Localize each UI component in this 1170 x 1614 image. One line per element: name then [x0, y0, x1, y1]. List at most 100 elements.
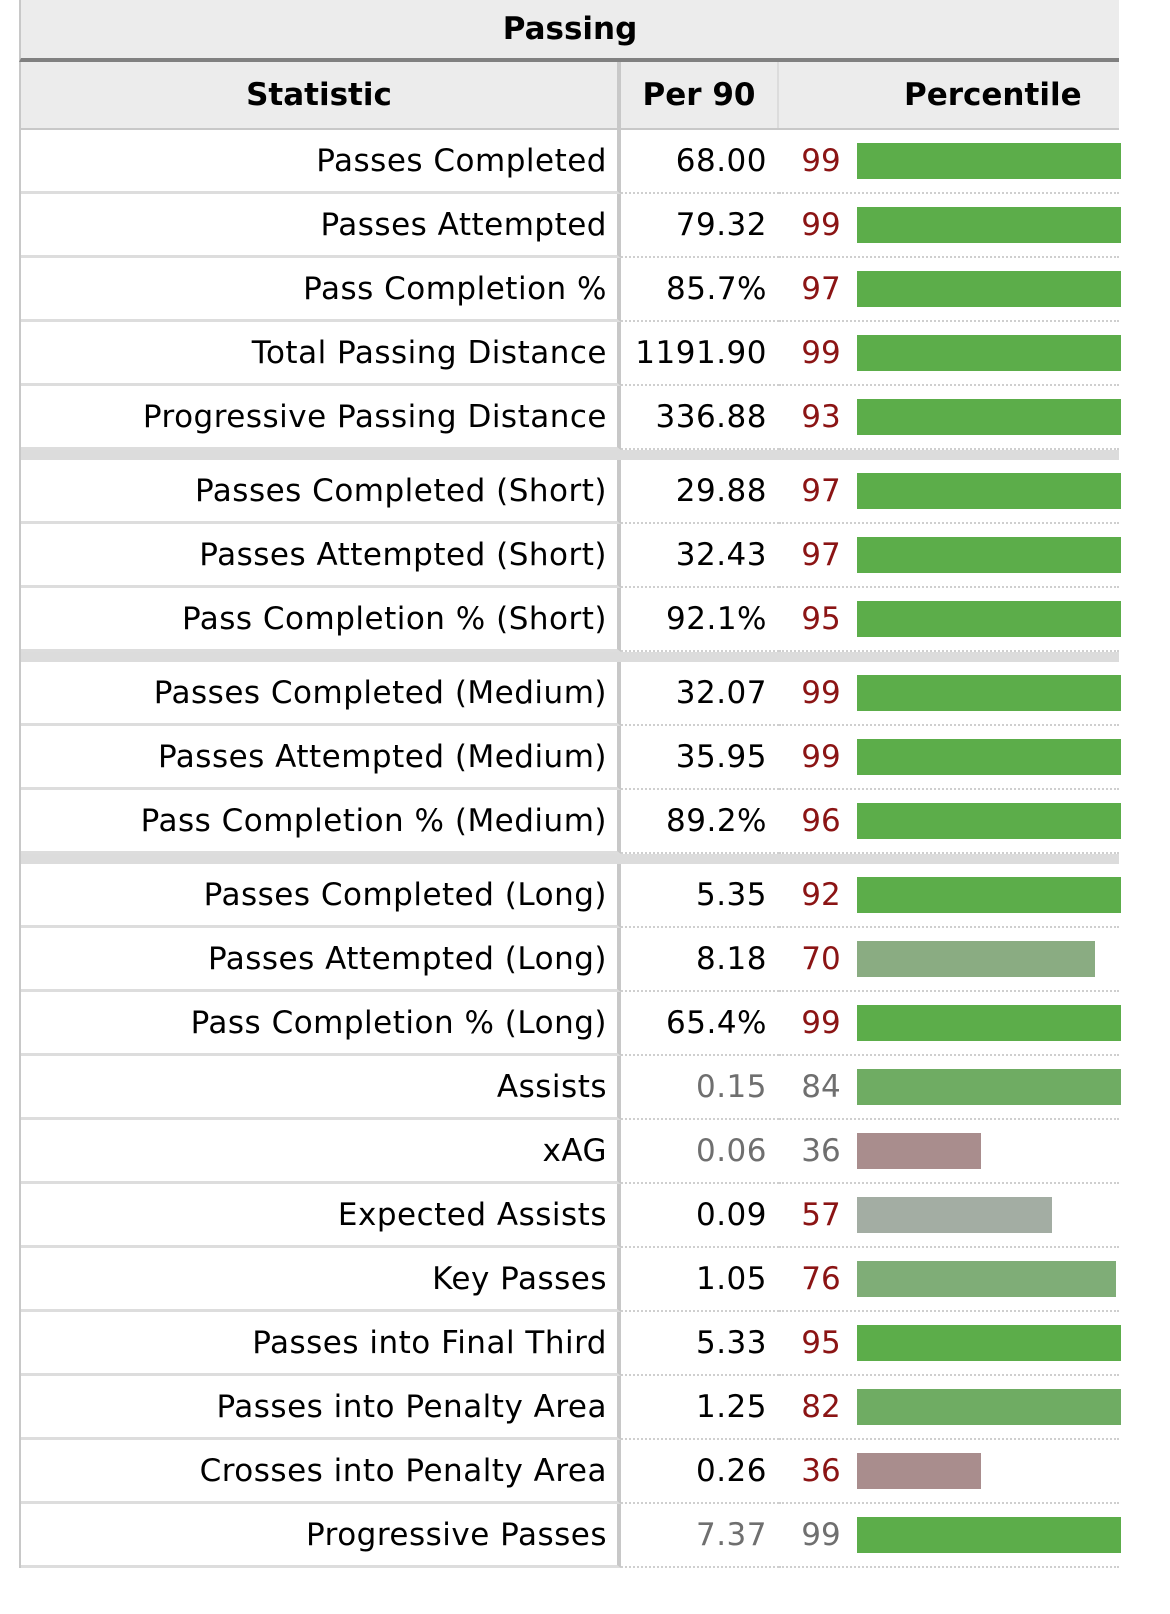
- percentile-bar-track: [857, 1005, 1121, 1041]
- percentile-bar-track: [857, 207, 1121, 243]
- percentile-cell: 36: [779, 1120, 1119, 1184]
- per90-value: 68.00: [621, 130, 779, 194]
- table-row: xAG 0.06 36: [19, 1120, 1119, 1184]
- percentile-bar: [857, 675, 1121, 711]
- percentile-cell: 70: [779, 928, 1119, 992]
- stat-name: Key Passes: [21, 1248, 621, 1312]
- percentile-bar: [857, 877, 1121, 913]
- percentile-value: 99: [801, 1517, 841, 1553]
- per90-value: 65.4%: [621, 992, 779, 1056]
- stat-name: Passes Attempted (Long): [21, 928, 621, 992]
- percentile-value: 36: [801, 1133, 841, 1169]
- table-row: Progressive Passes 7.37 99: [19, 1504, 1121, 1568]
- per90-value: 89.2%: [621, 790, 779, 854]
- percentile-bar: [857, 399, 1121, 435]
- per90-value: 8.18: [621, 928, 779, 992]
- stat-name: Crosses into Penalty Area: [21, 1440, 621, 1504]
- per90-value: 85.7%: [621, 258, 779, 322]
- table-row: Pass Completion % 85.7% 97: [19, 258, 1121, 322]
- percentile-cell: 93: [779, 386, 1121, 450]
- percentile-bar: [857, 207, 1121, 243]
- percentile-bar: [857, 803, 1121, 839]
- group-separator: [19, 450, 1119, 460]
- table-row: Crosses into Penalty Area 0.26 36: [19, 1440, 1119, 1504]
- percentile-value: 36: [801, 1453, 841, 1489]
- percentile-cell: 99: [779, 726, 1121, 790]
- per90-value: 32.43: [621, 524, 779, 588]
- percentile-bar: [857, 1069, 1121, 1105]
- stat-name: Pass Completion %: [21, 258, 621, 322]
- per90-value: 5.35: [621, 864, 779, 928]
- percentile-cell: 57: [779, 1184, 1119, 1248]
- percentile-value: 99: [801, 675, 841, 711]
- percentile-bar-track: [857, 803, 1121, 839]
- table-row: Passes Attempted (Long) 8.18 70: [19, 928, 1119, 992]
- stat-name: Passes Attempted (Short): [21, 524, 621, 588]
- table-row: Passes Completed (Short) 29.88 97: [19, 460, 1121, 524]
- percentile-cell: 97: [779, 258, 1121, 322]
- per90-value: 32.07: [621, 662, 779, 726]
- percentile-cell: 97: [779, 460, 1121, 524]
- per90-value: 5.33: [621, 1312, 779, 1376]
- percentile-bar: [857, 1005, 1121, 1041]
- percentile-value: 99: [801, 207, 841, 243]
- per90-value: 0.26: [621, 1440, 779, 1504]
- percentile-bar: [857, 601, 1121, 637]
- percentile-bar: [857, 1133, 981, 1169]
- passing-stats-table: Passing Statistic Per 90 Percentile Pass…: [19, 0, 1121, 1568]
- table-header-row: Statistic Per 90 Percentile: [19, 62, 1119, 130]
- percentile-bar-track: [857, 399, 1121, 435]
- percentile-bar-track: [857, 1389, 1121, 1425]
- stat-name: Passes into Final Third: [21, 1312, 621, 1376]
- percentile-cell: 97: [779, 524, 1121, 588]
- percentile-bar-track: [857, 1133, 1121, 1169]
- stat-name: Pass Completion % (Long): [21, 992, 621, 1056]
- percentile-value: 70: [801, 941, 841, 977]
- percentile-bar: [857, 537, 1121, 573]
- stat-name: Expected Assists: [21, 1184, 621, 1248]
- per90-value: 336.88: [621, 386, 779, 450]
- percentile-value: 84: [801, 1069, 841, 1105]
- percentile-bar: [857, 335, 1121, 371]
- table-row: Pass Completion % (Medium) 89.2% 96: [19, 790, 1121, 854]
- header-statistic[interactable]: Statistic: [21, 62, 621, 128]
- stat-name: Passes Attempted (Medium): [21, 726, 621, 790]
- percentile-bar-track: [857, 1197, 1121, 1233]
- percentile-cell: 92: [779, 864, 1121, 928]
- percentile-bar-track: [857, 143, 1121, 179]
- group-separator: [19, 652, 1119, 662]
- per90-value: 0.09: [621, 1184, 779, 1248]
- table-row: Pass Completion % (Short) 92.1% 95: [19, 588, 1121, 652]
- stat-name: Passes Completed (Long): [21, 864, 621, 928]
- percentile-bar-track: [857, 1517, 1121, 1553]
- percentile-cell: 99: [779, 130, 1121, 194]
- per90-value: 7.37: [621, 1504, 779, 1568]
- percentile-value: 57: [801, 1197, 841, 1233]
- percentile-cell: 95: [779, 1312, 1121, 1376]
- table-row: Key Passes 1.05 76: [19, 1248, 1119, 1312]
- percentile-value: 96: [801, 803, 841, 839]
- stat-name: xAG: [21, 1120, 621, 1184]
- header-percentile[interactable]: Percentile: [904, 77, 1082, 113]
- percentile-cell: 95: [779, 588, 1121, 652]
- percentile-bar-track: [857, 271, 1121, 307]
- stat-name: Progressive Passes: [21, 1504, 621, 1568]
- percentile-value: 99: [801, 335, 841, 371]
- percentile-value: 99: [801, 739, 841, 775]
- per90-value: 0.06: [621, 1120, 779, 1184]
- percentile-bar: [857, 1197, 1052, 1233]
- header-per90[interactable]: Per 90: [621, 62, 779, 128]
- percentile-bar-track: [857, 1261, 1121, 1297]
- percentile-value: 97: [801, 537, 841, 573]
- percentile-bar-track: [857, 537, 1121, 573]
- table-row: Assists 0.15 84: [19, 1056, 1121, 1120]
- per90-value: 92.1%: [621, 588, 779, 652]
- stat-name: Passes Completed (Short): [21, 460, 621, 524]
- percentile-cell: 82: [779, 1376, 1121, 1440]
- per90-value: 35.95: [621, 726, 779, 790]
- percentile-value: 92: [801, 877, 841, 913]
- table-body: Passes Completed 68.00 99 Passes Attempted 7…: [19, 130, 1121, 1568]
- percentile-bar-track: [857, 473, 1121, 509]
- group-separator: [19, 854, 1119, 864]
- per90-value: 1191.90: [621, 322, 779, 386]
